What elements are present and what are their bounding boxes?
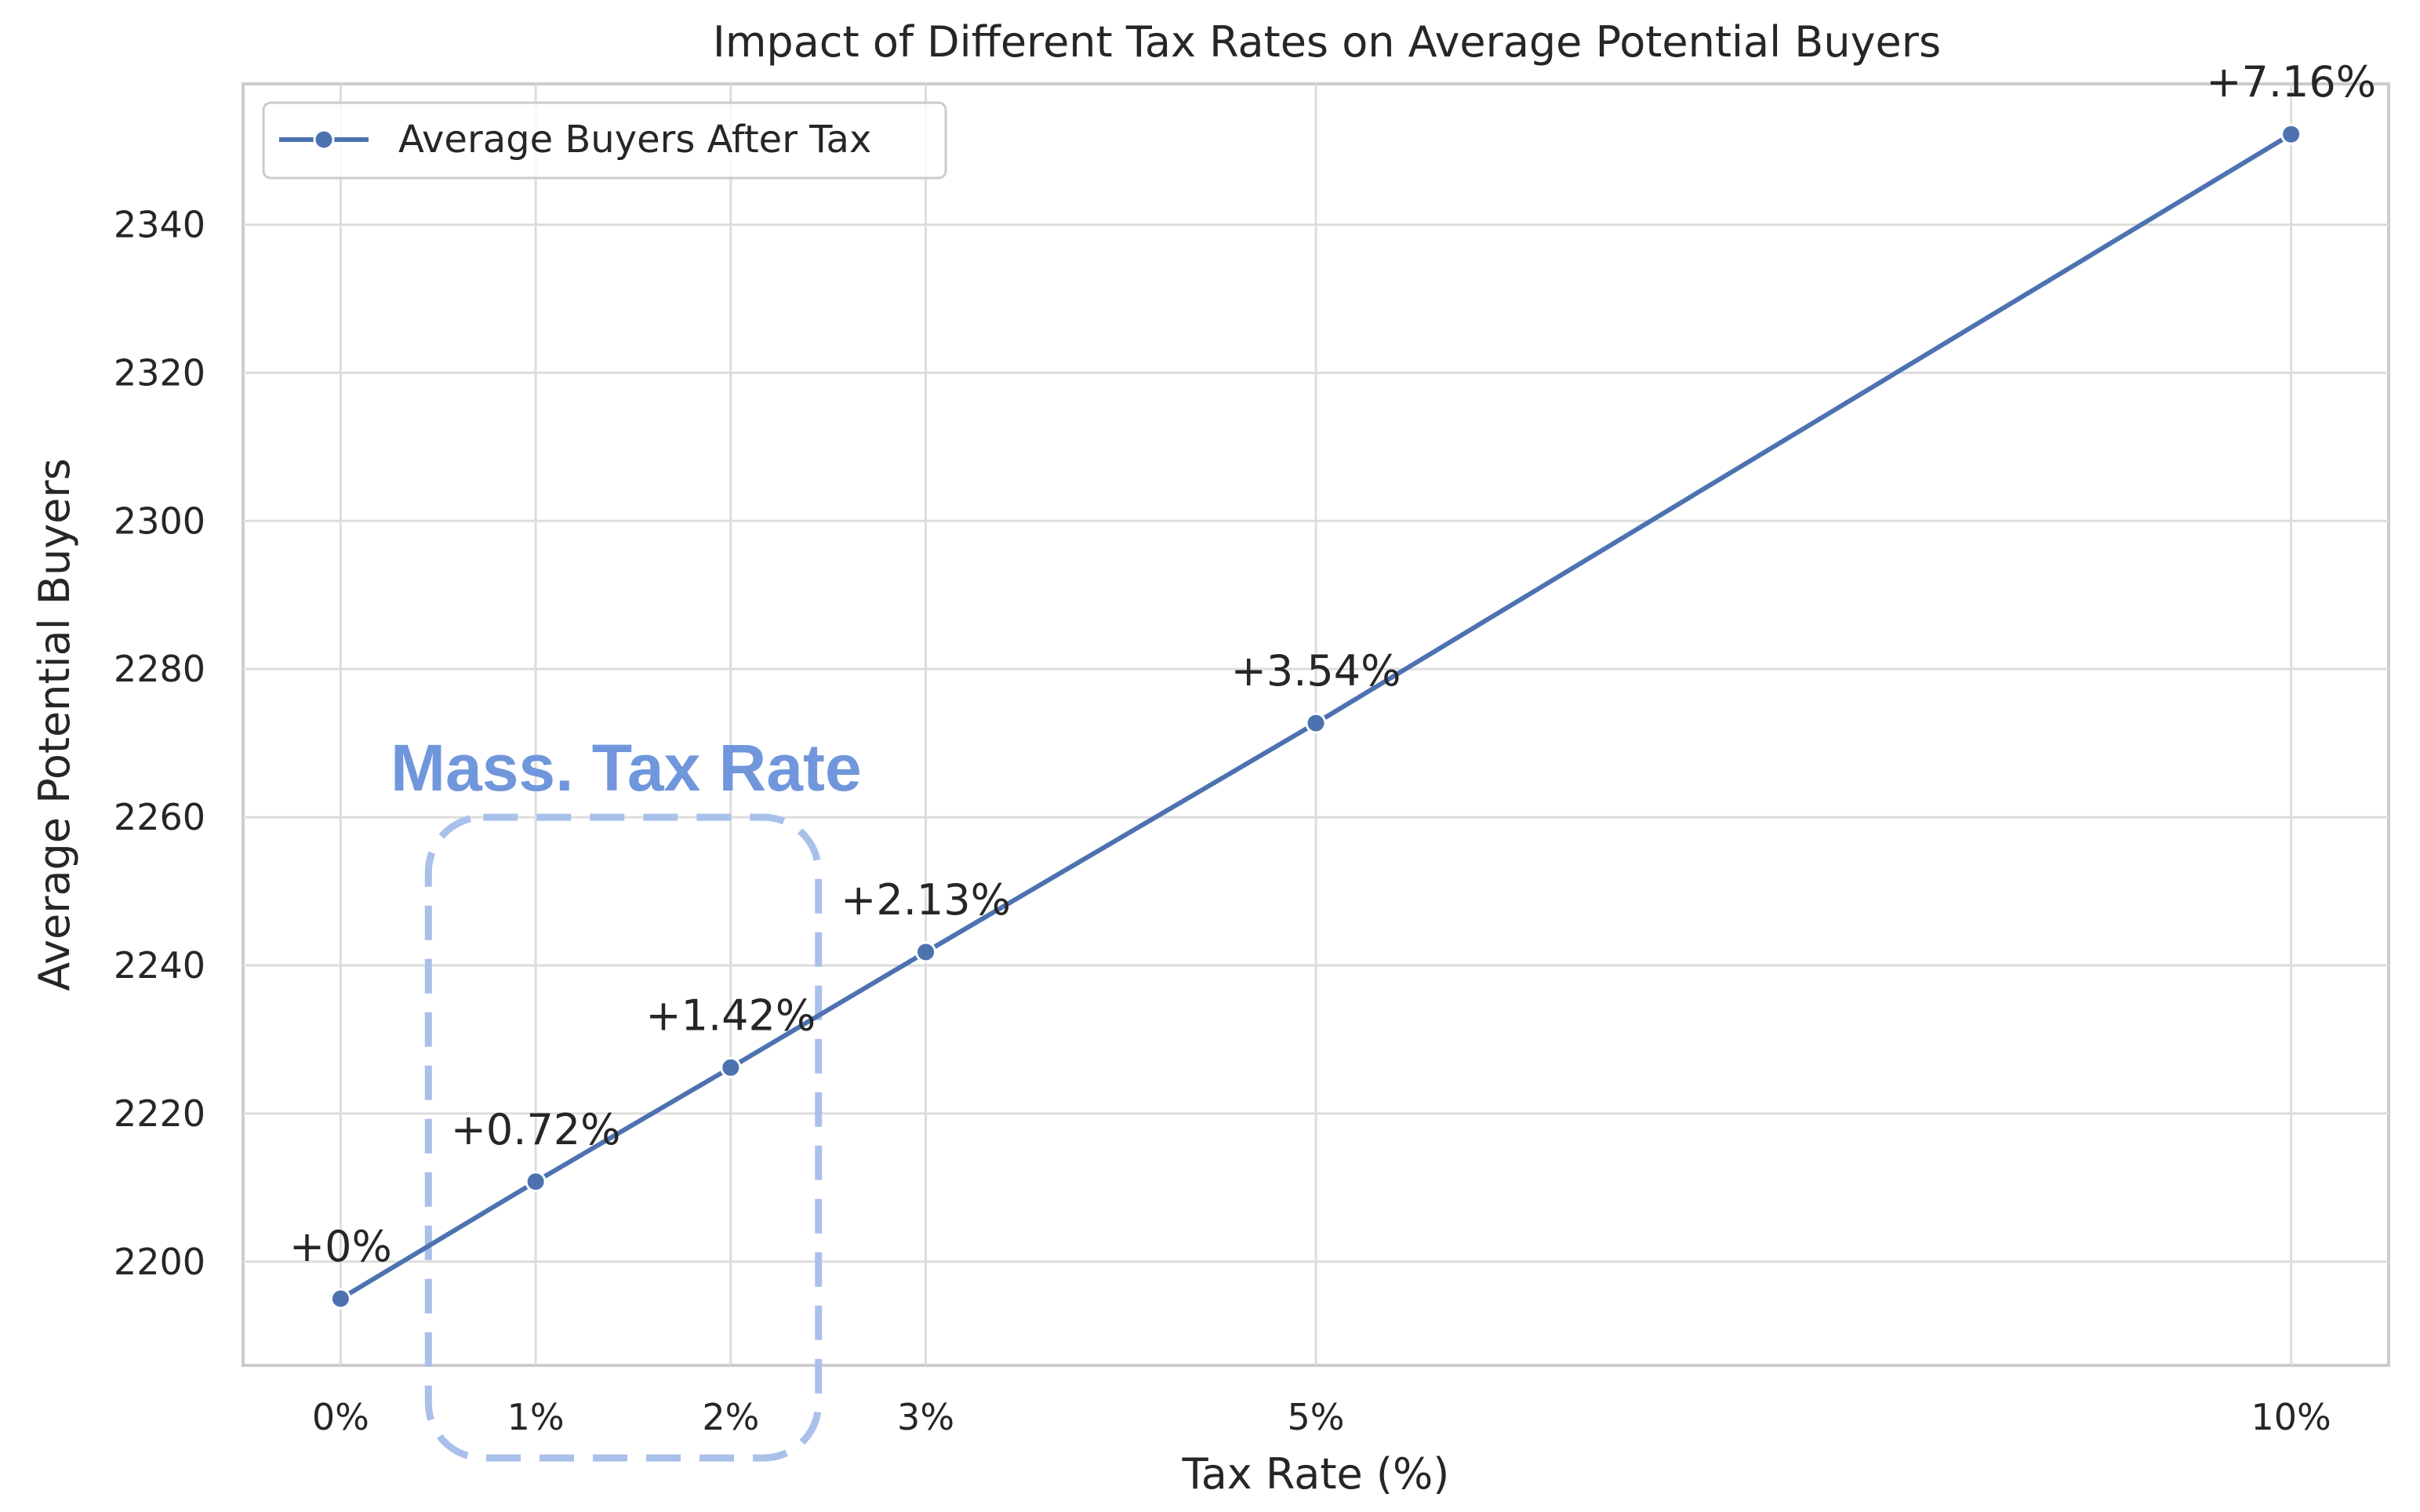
data-point [525, 1171, 547, 1193]
data-label: +1.42% [645, 990, 816, 1040]
x-tick-label: 0% [312, 1396, 369, 1438]
legend-label: Average Buyers After Tax [398, 118, 871, 162]
data-labels: +0% +0.72% +1.42% +2.13% +3.54% +7.16% [289, 57, 2376, 1271]
data-point [915, 941, 937, 963]
x-tick-label: 2% [702, 1396, 759, 1438]
y-tick-label: 2200 [114, 1241, 205, 1283]
y-tick-label: 2220 [114, 1092, 205, 1135]
data-points [329, 123, 2302, 1310]
data-point [720, 1056, 742, 1078]
annotation-box [424, 813, 823, 1462]
legend: Average Buyers After Tax [262, 101, 947, 180]
x-tick-label: 3% [897, 1396, 954, 1438]
y-tick-label: 2280 [114, 648, 205, 690]
y-tick-label: 2300 [114, 500, 205, 542]
annotation-label: Mass. Tax Rate [391, 731, 862, 805]
x-tick-labels: 0% 1% 2% 3% 5% 10% [312, 1396, 2331, 1438]
y-axis-label: Average Potential Buyers [30, 458, 79, 990]
y-tick-label: 2260 [114, 796, 205, 838]
x-tick-label: 10% [2251, 1396, 2331, 1438]
data-label: +7.16% [2206, 57, 2376, 107]
y-tick-label: 2320 [114, 351, 205, 394]
chart-title: Impact of Different Tax Rates on Average… [713, 17, 1941, 67]
data-label: +0.72% [451, 1105, 621, 1154]
legend-marker [313, 129, 335, 151]
data-point [2280, 123, 2302, 145]
data-label: +3.54% [1231, 646, 1401, 696]
data-label: +2.13% [841, 875, 1011, 925]
data-label: +0% [289, 1222, 392, 1271]
legend-box [262, 101, 947, 180]
y-tick-labels: 2200 2220 2240 2260 2280 2300 2320 2340 [114, 203, 205, 1282]
x-tick-label: 5% [1288, 1396, 1345, 1438]
y-tick-label: 2240 [114, 944, 205, 987]
data-point [329, 1288, 351, 1310]
y-tick-label: 2340 [114, 203, 205, 245]
series-line-average-buyers [339, 132, 2293, 1301]
x-axis-label: Tax Rate (%) [1182, 1449, 1450, 1499]
x-tick-label: 1% [507, 1396, 565, 1438]
data-point [1305, 712, 1327, 734]
